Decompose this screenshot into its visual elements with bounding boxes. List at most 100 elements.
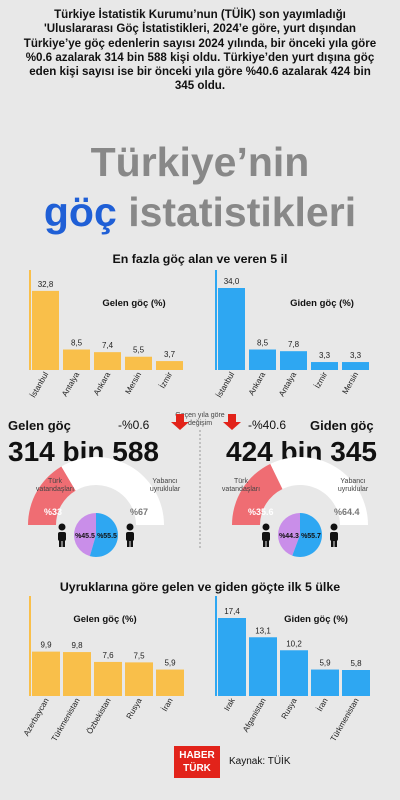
headline-line2: göç istatistikleri [0, 190, 400, 234]
woman-icon [262, 523, 270, 531]
incoming-turkish-label: Türk vatandaşları [35, 478, 75, 493]
man-icon [126, 523, 134, 531]
incoming-country-value-label: 7,5 [133, 651, 145, 660]
headline-line1: Türkiye’nin [90, 139, 310, 185]
outgoing-male-slice [292, 513, 322, 557]
incoming-city-title: Gelen göç (%) [102, 298, 165, 309]
incoming-turkish-pct: %33 [44, 507, 62, 517]
outgoing-country-category-label: Türkmenistan [329, 697, 361, 743]
incoming-female-slice [74, 513, 96, 557]
incoming-foreign-arc [61, 457, 164, 525]
outgoing-foreign-pct: %64.4 [334, 507, 360, 517]
incoming-country-bar [156, 669, 184, 696]
incoming-city-category-label: Ankara [92, 370, 113, 397]
incoming-country-bar [32, 651, 60, 696]
outgoing-city-value-label: 3,3 [350, 351, 362, 360]
incoming-city-value-label: 8,5 [71, 339, 83, 348]
outgoing-city-category-label: İstanbul [214, 370, 236, 399]
outgoing-country-bar [218, 618, 246, 696]
incoming-foreign-pct: %67 [130, 507, 148, 517]
chart-cities: Gelen göç (%) 32,8 İstanbul 8,5 Antalya 7,4 An… [28, 270, 369, 399]
incoming-country-value-label: 5,9 [164, 659, 176, 668]
incoming-city-bar [94, 352, 121, 370]
incoming-male-slice [89, 513, 118, 557]
outgoing-city-bar [342, 362, 369, 370]
outgoing-country-bar [311, 669, 339, 696]
outgoing-change: -%40.6 [248, 418, 287, 432]
incoming-country-category-label: İran [160, 697, 175, 713]
outgoing-country-category-label: İran [315, 697, 330, 713]
outgoing-city-title: Giden göç (%) [290, 298, 354, 309]
incoming-city-category-label: Antalya [60, 370, 81, 398]
incoming-city-value-label: 32,8 [38, 280, 54, 289]
incoming-country-value-label: 7,6 [102, 651, 114, 660]
outgoing-city-value-label: 34,0 [224, 277, 240, 286]
incoming-country-category-label: Özbekistan [85, 697, 113, 736]
woman-icon [58, 523, 66, 531]
headline-accent: göç [43, 189, 117, 235]
summary-graphics: %33 %67 %45.5 %55.5 %35.6 %64.4 %44.3 %55.7 [28, 414, 368, 557]
outgoing-country-value-label: 17,4 [224, 607, 240, 616]
down-arrow-icon [223, 414, 241, 430]
incoming-male-pct: %55.5 [97, 533, 117, 540]
incoming-turkish-arc [28, 466, 76, 525]
outgoing-city-bar [218, 288, 245, 370]
incoming-city-bar [156, 361, 183, 370]
outgoing-city-bar [311, 362, 338, 370]
incoming-country-category-label: Türkmenistan [50, 697, 82, 743]
outgoing-city-bar [249, 349, 276, 370]
incoming-country-category-label: Azerbaycan [22, 697, 51, 738]
section1-title: En fazla göç alan ve veren 5 il [112, 252, 288, 266]
chart-countries: Gelen göç (%) 9,9 Azerbaycan 9,8 Türkmenista… [22, 596, 370, 743]
outgoing-city-value-label: 3,3 [319, 351, 331, 360]
haberturk-logo: HABER TÜRK [174, 746, 220, 778]
intro-paragraph: Türkiye İstatistik Kurumu’nun (TÜİK) son… [23, 8, 377, 93]
headline-rest: istatistikleri [128, 189, 357, 235]
change-note: Geçen yıla göre değişim [175, 412, 225, 427]
incoming-country-category-label: Rusya [125, 696, 144, 721]
outgoing-country-value-label: 5,9 [319, 659, 331, 668]
outgoing-foreign-arc [270, 457, 368, 525]
outgoing-city-category-label: Antalya [277, 370, 298, 398]
outgoing-country-category-label: Afganistan [241, 697, 268, 734]
incoming-change: -%0.6 [118, 418, 150, 432]
incoming-country-title: Gelen göç (%) [73, 614, 136, 625]
outgoing-country-value-label: 10,2 [286, 639, 302, 648]
outgoing-city-value-label: 8,5 [257, 339, 269, 348]
outgoing-female-slice [278, 513, 300, 556]
outgoing-city-category-label: İzmir [313, 370, 330, 390]
outgoing-country-bar [280, 650, 308, 696]
incoming-city-category-label: İzmir [158, 370, 175, 390]
incoming-country-value-label: 9,8 [71, 641, 83, 650]
incoming-foreign-label: Yabancı uyruklular [149, 478, 181, 493]
outgoing-city-category-label: Mersin [340, 371, 360, 396]
incoming-city-bar [125, 356, 152, 370]
down-arrow-icon [171, 414, 189, 430]
outgoing-country-value-label: 13,1 [255, 626, 271, 635]
incoming-city-bar [63, 349, 90, 370]
outgoing-country-bar [249, 637, 277, 696]
outgoing-country-title: Giden göç (%) [284, 614, 348, 625]
incoming-city-value-label: 5,5 [133, 346, 145, 355]
outgoing-turkish-pct: %35.6 [248, 507, 274, 517]
outgoing-male-pct: %55.7 [301, 533, 321, 540]
man-icon [330, 523, 338, 531]
incoming-city-value-label: 7,4 [102, 341, 114, 350]
section2-title: Uyruklarına göre gelen ve giden göçte il… [59, 580, 341, 594]
outgoing-city-bar [280, 351, 307, 370]
outgoing-turkish-arc [232, 463, 283, 525]
incoming-city-bar [32, 290, 59, 370]
incoming-city-value-label: 3,7 [164, 350, 176, 359]
outgoing-female-pct: %44.3 [279, 533, 299, 540]
source-text: Kaynak: TÜİK [229, 756, 291, 767]
outgoing-label: Giden göç [310, 418, 374, 433]
incoming-country-value-label: 9,9 [40, 641, 52, 650]
incoming-label: Gelen göç [8, 418, 71, 433]
incoming-country-bar [63, 652, 91, 696]
incoming-country-bar [125, 662, 153, 696]
outgoing-country-bar [342, 670, 370, 696]
incoming-female-pct: %45.5 [75, 533, 95, 540]
outgoing-turkish-label: Türk vatandaşları [221, 478, 261, 493]
incoming-city-category-label: Mersin [123, 371, 143, 396]
outgoing-country-category-label: Rusya [280, 696, 299, 721]
